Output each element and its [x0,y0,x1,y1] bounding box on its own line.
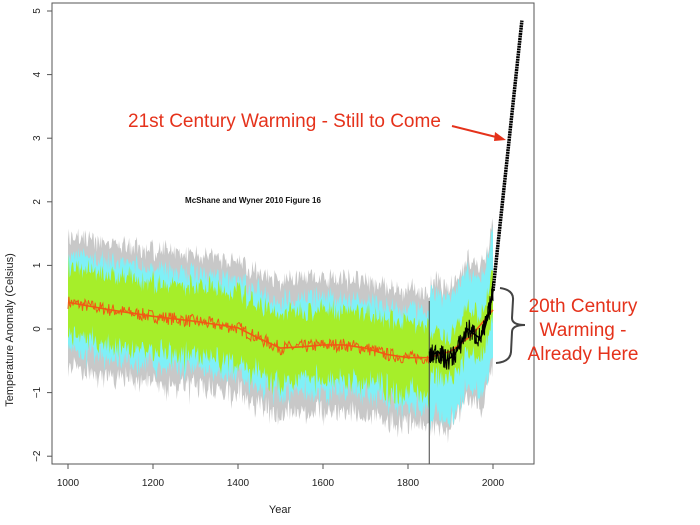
reconstruction-annual-line [67,296,430,365]
x-tick-label: 2000 [482,478,505,489]
x-tick-label: 1600 [312,478,335,489]
y-tick-label: 4 [32,71,43,77]
arrow [451,125,506,141]
projection-line [491,20,524,292]
y-tick-label: −2 [32,450,43,462]
x-tick-label: 1000 [57,478,80,489]
annotation-past-line-2: Warming - [540,320,627,341]
figure-title: McShane and Wyner 2010 Figure 16 [185,196,321,205]
y-tick-label: 1 [32,262,43,268]
x-axis-label: Year [269,504,292,516]
instrumental-annual-line [428,282,494,370]
x-axis: 1000 1200 1400 1600 1800 2000 [57,464,505,489]
x-tick-label: 1800 [397,478,420,489]
green-band [68,254,493,409]
y-tick-label: 3 [32,135,43,141]
x-tick-label: 1400 [227,478,250,489]
x-tick-label: 1200 [142,478,165,489]
y-tick-label: 0 [32,326,43,332]
reconstruction-smoothed-line [67,301,494,359]
annotation-future-warming: 21st Century Warming - Still to Come [128,111,441,132]
y-axis-label: Temperature Anomaly (Celsius) [4,253,16,406]
curly-brace [495,287,526,364]
series-lines [67,20,524,464]
y-tick-label: −1 [32,386,43,398]
instrumental-smoothed-line [428,290,494,362]
plot-frame [51,2,535,465]
y-axis: −2 −1 0 1 2 3 4 5 [32,8,52,462]
y-tick-label: 2 [32,199,43,205]
uncertainty-bands [68,218,493,444]
annotation-past-line-1: 20th Century [529,296,638,317]
annotation-past-line-3: Already Here [528,344,639,365]
y-tick-label: 5 [32,8,43,14]
